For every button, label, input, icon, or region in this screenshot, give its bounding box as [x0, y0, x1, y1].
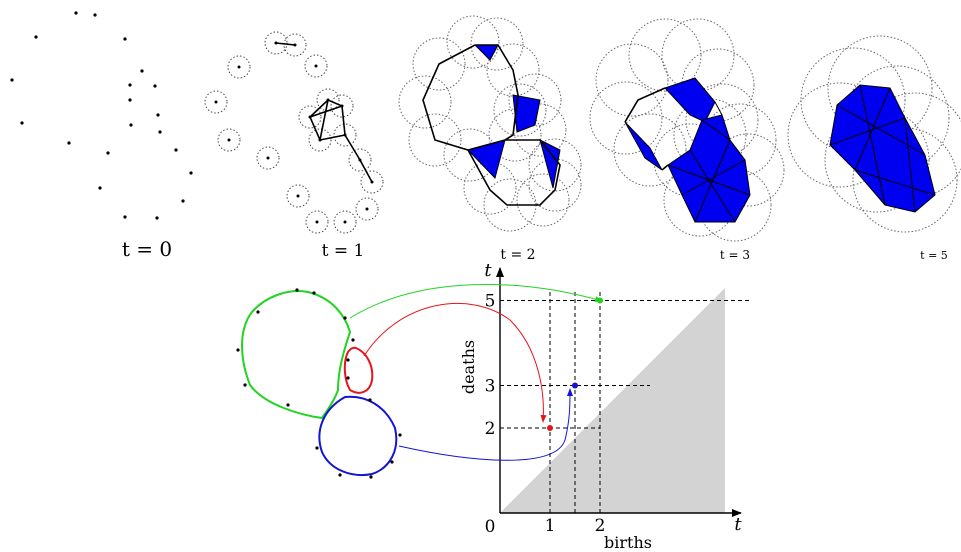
complex-edges	[667, 101, 751, 223]
diagram-point-green	[597, 297, 603, 304]
cycle-edges	[624, 87, 669, 171]
stage-label-t3: t = 3	[720, 248, 750, 262]
x-axis-label: births	[604, 533, 652, 552]
arrow-red	[363, 302, 547, 423]
point-cloud	[10, 11, 193, 220]
edges	[275, 42, 373, 183]
x-tick-label: 1	[545, 516, 556, 536]
cycle-edges	[422, 44, 561, 206]
sample-points	[236, 288, 402, 479]
x-axis-var: t	[734, 514, 742, 535]
y-axis-label: deaths	[459, 340, 478, 394]
coverage-balls	[204, 31, 384, 234]
coverage-balls	[589, 18, 785, 242]
y-tick-label: 3	[485, 377, 496, 397]
diagram-point-red	[547, 425, 553, 431]
diagonal-region	[500, 288, 725, 513]
stage-t2: t = 2	[398, 15, 582, 263]
red-loop	[343, 346, 374, 394]
stage-label-t2: t = 2	[500, 247, 535, 263]
loops-sketch	[236, 288, 402, 479]
y-tick-label: 2	[485, 419, 496, 439]
stage-t1: t = 1	[204, 31, 384, 261]
arrow-green	[349, 284, 603, 319]
filled-triangles	[467, 44, 561, 189]
complex-edges	[829, 84, 936, 213]
stage-label-t1: t = 1	[322, 241, 365, 261]
stage-label-t5: t = 5	[920, 249, 948, 262]
filled-complex	[624, 77, 751, 223]
y-tick-labels: 2 3 5	[485, 292, 496, 440]
mapping-arrows	[349, 284, 603, 461]
diagram-point-blue	[572, 382, 578, 389]
stage-t5: t = 5	[787, 35, 961, 262]
stage-t0: t = 0	[10, 11, 193, 261]
origin-label: 0	[485, 517, 496, 537]
x-tick-label: 2	[595, 516, 606, 536]
stage-label-t0: t = 0	[122, 237, 172, 261]
y-axis-var: t	[484, 260, 492, 281]
y-tick-label: 5	[485, 292, 496, 312]
center-points	[214, 41, 374, 224]
green-loop	[241, 290, 352, 420]
arrow-blue	[398, 388, 573, 461]
stage-t3: t = 3	[589, 18, 785, 262]
diagram-points	[547, 297, 603, 431]
blue-loop	[318, 395, 398, 476]
